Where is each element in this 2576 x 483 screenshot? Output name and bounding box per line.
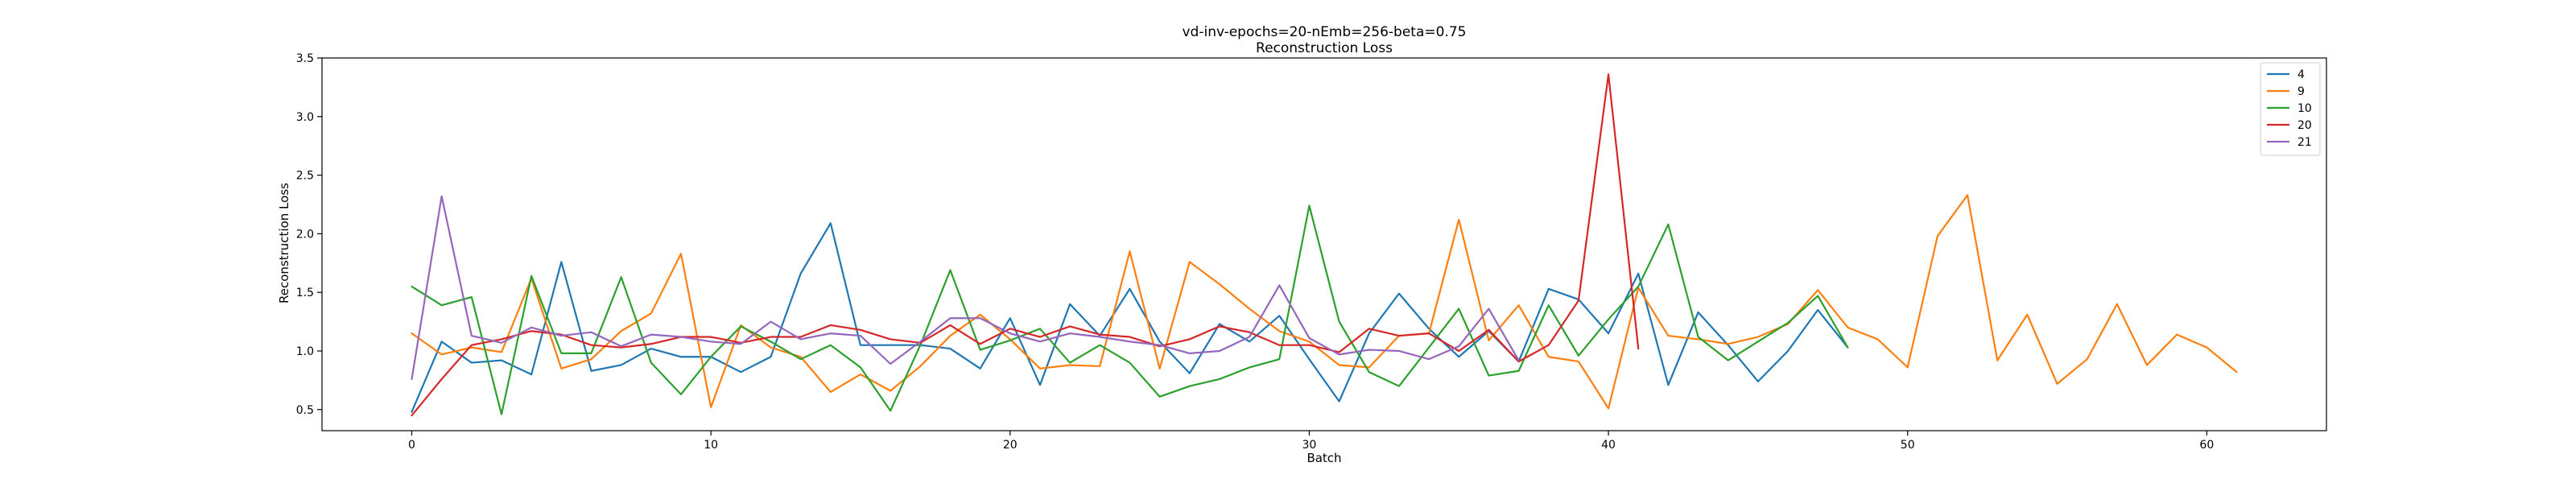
legend-box: [2260, 62, 2321, 156]
x-axis-title: Batch: [1307, 451, 1341, 465]
x-tick-label: 50: [1901, 439, 1915, 452]
chart-title: vd-inv-epochs=20-nEmb=256-beta=0.75: [1183, 24, 1467, 40]
x-tick-label: 10: [704, 439, 718, 452]
legend-label-20: 20: [2297, 119, 2312, 132]
legend-label-9: 9: [2297, 85, 2305, 98]
y-tick-label: 1.5: [296, 287, 314, 299]
y-tick-label: 3.5: [296, 52, 314, 65]
x-tick-label: 0: [408, 439, 415, 452]
series-line-9: [411, 194, 2238, 410]
y-axis: 0.5 1.0 1.5 2.0 2.5 3.0 3.5: [296, 52, 322, 417]
legend-label-21: 21: [2297, 136, 2312, 149]
y-axis-title: Reconstruction Loss: [277, 183, 291, 303]
series-line-4: [411, 222, 1849, 413]
y-tick-label: 2.5: [296, 170, 314, 183]
y-tick-label: 2.0: [296, 228, 314, 241]
chart-subtitle: Reconstruction Loss: [1256, 40, 1393, 56]
x-tick-label: 30: [1302, 439, 1317, 452]
x-tick-label: 60: [2199, 439, 2214, 452]
x-tick-label: 40: [1601, 439, 1616, 452]
y-tick-label: 1.0: [296, 345, 314, 358]
series-line-21: [411, 195, 1520, 381]
plot-frame: [321, 57, 2327, 431]
series-line-10: [411, 204, 1849, 415]
x-tick-label: 20: [1003, 439, 1018, 452]
x-axis: 0 10 20 30 40 50 60: [408, 431, 2214, 452]
series-line-20: [411, 73, 1640, 417]
legend-label-10: 10: [2297, 102, 2312, 115]
y-tick-label: 0.5: [296, 404, 314, 417]
series-layer: [411, 73, 2238, 417]
legend-label-4: 4: [2297, 68, 2305, 81]
y-tick-label: 3.0: [296, 111, 314, 124]
legend: 4 9 10 20 21: [2260, 62, 2321, 156]
